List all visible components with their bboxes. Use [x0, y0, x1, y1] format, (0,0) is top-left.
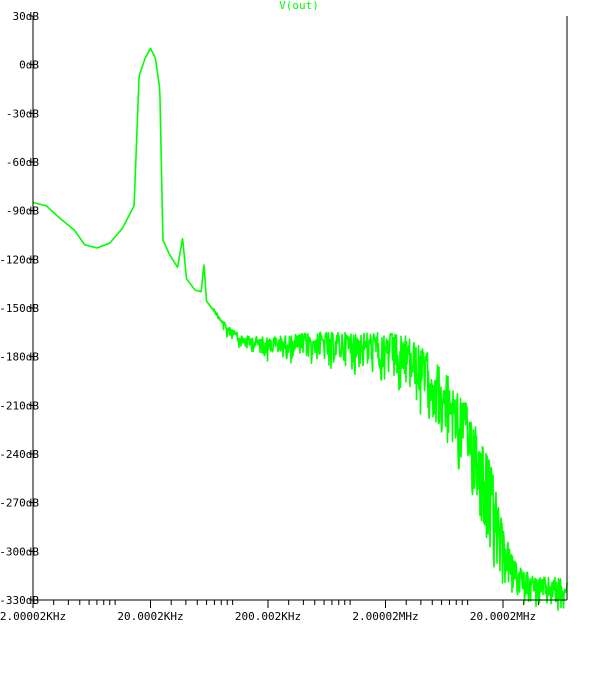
y-tick-label: -240dB [0, 448, 39, 461]
y-tick-label: 0dB [19, 59, 39, 72]
y-tick-label: -210dB [0, 399, 39, 412]
chart-title: V(out) [279, 0, 319, 12]
trace-v-out [32, 47, 568, 611]
x-axis: 2.00002KHz 20.0002KHz 200.002KHz 2.00002MHz… [0, 600, 539, 623]
plot-frame [32, 16, 568, 601]
y-tick-label: -300dB [0, 545, 39, 558]
y-tick-label: -90dB [6, 205, 39, 218]
x-tick-label: 20.0002MHz [470, 610, 536, 623]
y-axis: 30dB 0dB -30dB -60dB -90dB -120dB -150dB -180dB… [0, 10, 39, 607]
y-tick-label: -60dB [6, 156, 39, 169]
y-tick-label: -120dB [0, 253, 39, 266]
y-tick-label: -150dB [0, 302, 39, 315]
y-tick-label: -180dB [0, 351, 39, 364]
y-tick-label: -330dB [0, 594, 39, 607]
y-tick-label: -270dB [0, 497, 39, 510]
y-tick-label: -30dB [6, 107, 39, 120]
trace-line [32, 47, 568, 611]
x-tick-label: 2.00002KHz [0, 610, 66, 623]
y-tick-label: 30dB [13, 10, 40, 23]
x-tick-label: 20.0002KHz [117, 610, 183, 623]
x-tick-label: 2.00002MHz [352, 610, 418, 623]
x-tick-label: 200.002KHz [235, 610, 301, 623]
